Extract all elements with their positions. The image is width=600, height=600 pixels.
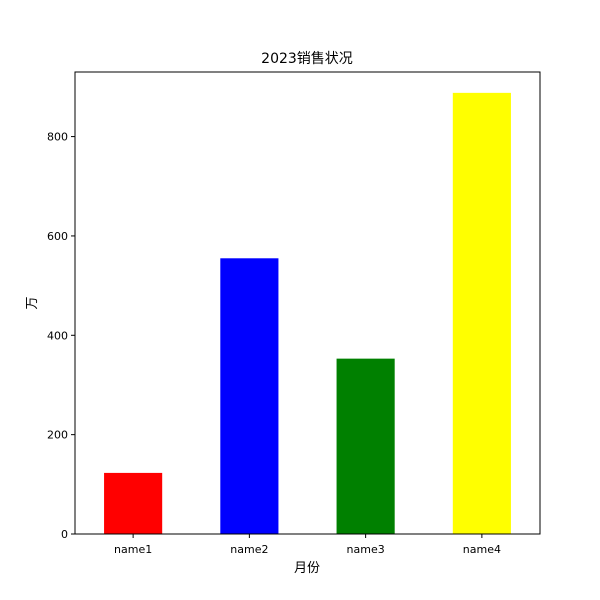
y-tick-label: 800	[47, 131, 68, 144]
y-tick-label: 600	[47, 230, 68, 243]
plot-area: 0 200 400 600 800 name1 name2 name3 name4	[47, 71, 541, 556]
x-tick-label: name4	[463, 543, 501, 556]
bar-name1	[104, 472, 163, 534]
plot-frame	[74, 71, 541, 535]
y-tick-label: 400	[47, 329, 68, 342]
bar-name2	[220, 258, 279, 534]
y-tick-label: 0	[61, 528, 68, 541]
chart-title: 2023销售状况	[261, 51, 353, 67]
y-axis-title: 万	[25, 296, 40, 309]
x-tick-label: name3	[347, 543, 385, 556]
bar-name4	[452, 92, 511, 535]
x-tick-label: name1	[114, 543, 152, 556]
bar-name3	[336, 358, 395, 534]
x-axis-title: 月份	[294, 561, 320, 576]
y-tick-label: 200	[47, 429, 68, 442]
x-tick-label: name2	[230, 543, 268, 556]
